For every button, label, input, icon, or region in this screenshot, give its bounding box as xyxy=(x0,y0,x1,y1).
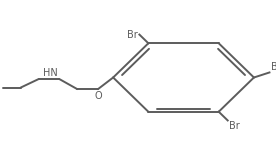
Text: O: O xyxy=(94,91,102,102)
Text: Br: Br xyxy=(127,30,138,40)
Text: Br: Br xyxy=(229,121,240,131)
Text: HN: HN xyxy=(43,68,58,78)
Text: Br: Br xyxy=(271,62,276,72)
